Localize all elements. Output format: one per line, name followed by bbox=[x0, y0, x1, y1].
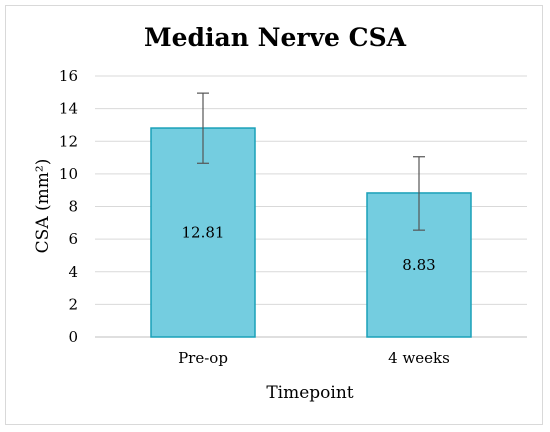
x-axis-label: Timepoint bbox=[266, 383, 353, 403]
chart-title: Median Nerve CSA bbox=[144, 23, 407, 52]
y-tick-label: 0 bbox=[68, 328, 78, 346]
bar bbox=[366, 192, 472, 338]
y-tick-label: 16 bbox=[59, 67, 78, 85]
x-tick-label: 4 weeks bbox=[388, 349, 450, 367]
x-tick-label: Pre-op bbox=[178, 349, 228, 367]
x-tick-labels: Pre-op 4 weeks bbox=[178, 349, 450, 367]
y-tick-label: 10 bbox=[59, 165, 78, 183]
y-tick-label: 2 bbox=[68, 295, 78, 313]
y-tick-label: 6 bbox=[68, 230, 78, 248]
y-tick-label: 14 bbox=[59, 100, 78, 118]
y-tick-label: 8 bbox=[68, 198, 78, 216]
data-label: 12.81 bbox=[182, 224, 225, 242]
y-axis-label: CSA (mm²) bbox=[33, 159, 53, 254]
y-tick-labels: 0 2 4 6 8 10 12 14 16 bbox=[59, 67, 78, 346]
error-bars bbox=[197, 92, 425, 231]
data-labels: 12.81 8.83 bbox=[182, 224, 436, 274]
y-tick-label: 4 bbox=[68, 263, 78, 281]
y-tick-label: 12 bbox=[59, 132, 78, 150]
data-label: 8.83 bbox=[402, 256, 435, 274]
